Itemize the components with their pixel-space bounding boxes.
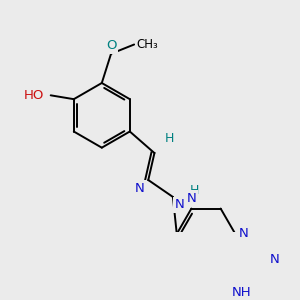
Text: NH: NH [232, 286, 252, 298]
Text: N: N [239, 227, 249, 240]
Text: N: N [175, 199, 184, 212]
Text: O: O [106, 39, 116, 52]
Text: HO: HO [24, 89, 44, 102]
Text: N: N [187, 192, 196, 205]
Text: N: N [270, 253, 280, 266]
Text: N: N [135, 182, 144, 195]
Text: H: H [190, 184, 199, 197]
Text: H: H [165, 132, 175, 146]
Text: CH₃: CH₃ [136, 38, 158, 51]
